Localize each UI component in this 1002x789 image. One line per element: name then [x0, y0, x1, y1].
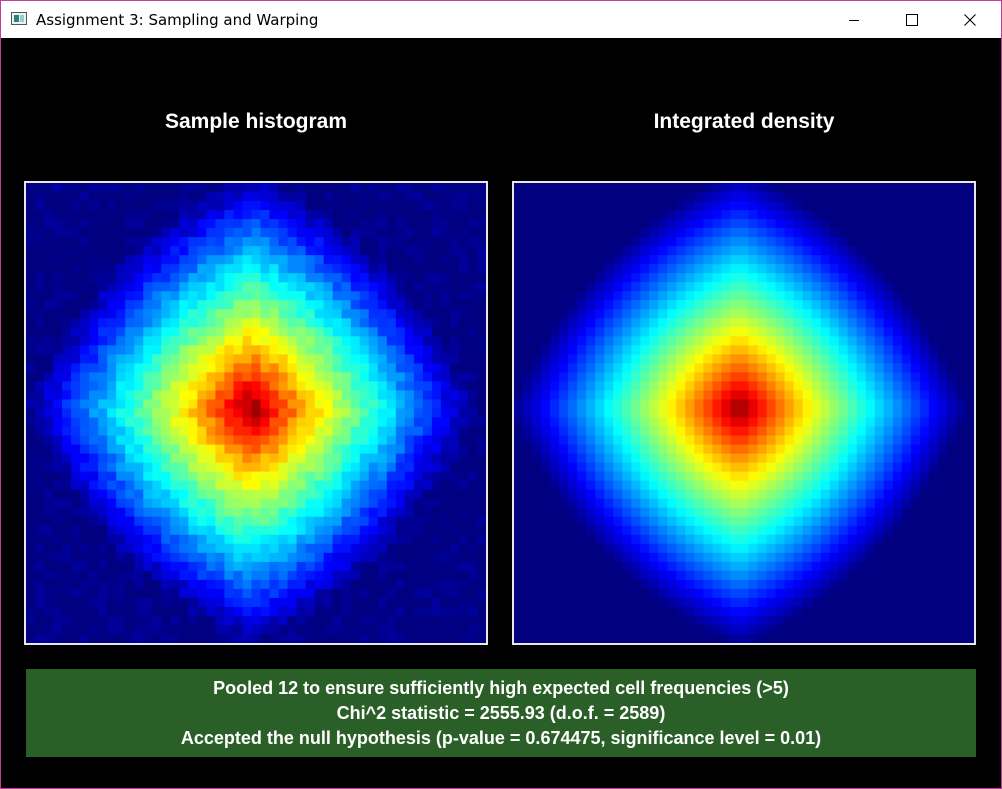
sample-histogram-heatmap [26, 183, 486, 643]
integrated-density-plot [512, 181, 976, 645]
chi-square-result-panel: Pooled 12 to ensure sufficiently high ex… [26, 669, 976, 757]
title-bar[interactable]: Assignment 3: Sampling and Warping [1, 1, 1001, 38]
maximize-button[interactable] [883, 1, 941, 38]
close-button[interactable] [941, 1, 999, 38]
close-icon [964, 13, 976, 26]
minimize-button[interactable] [825, 1, 883, 38]
integrated-density-title: Integrated density [653, 110, 835, 133]
maximize-icon [906, 13, 918, 26]
sample-histogram-plot [24, 181, 488, 645]
integrated-density-heatmap [514, 183, 974, 643]
minimize-icon [849, 19, 859, 21]
app-window-icon [11, 12, 27, 25]
chi-square-statistic: Chi^2 statistic = 2555.93 (d.o.f. = 2589… [336, 702, 666, 723]
sample-histogram-title: Sample histogram [164, 110, 348, 133]
window-title: Assignment 3: Sampling and Warping [36, 11, 319, 29]
hypothesis-result: Accepted the null hypothesis (p-value = … [180, 727, 822, 748]
pooling-note: Pooled 12 to ensure sufficiently high ex… [213, 677, 789, 698]
